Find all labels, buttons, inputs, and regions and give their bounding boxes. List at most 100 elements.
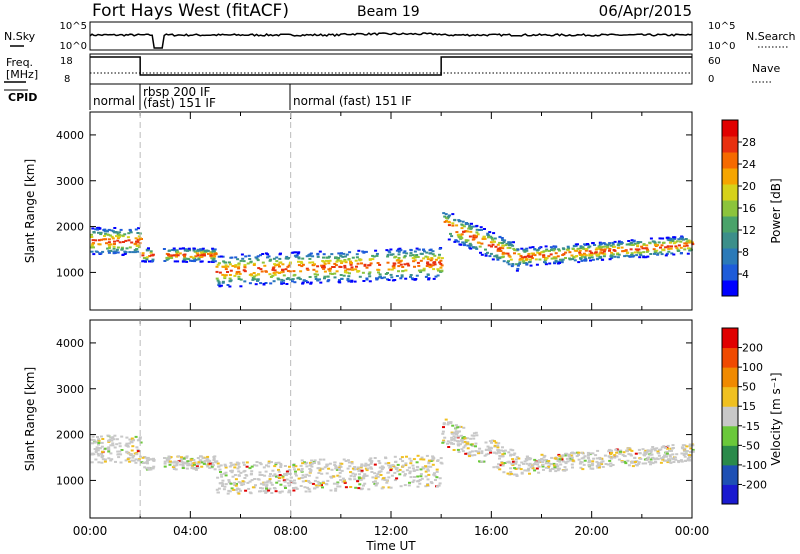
range-cell xyxy=(501,253,505,256)
range-cell xyxy=(197,462,201,465)
range-cell xyxy=(617,242,621,245)
range-cell xyxy=(438,247,442,250)
range-cell xyxy=(441,441,445,444)
range-cell xyxy=(355,256,359,259)
range-cell xyxy=(230,471,234,474)
range-cell xyxy=(360,470,364,473)
range-cell xyxy=(457,425,461,428)
colorbar-segment xyxy=(722,386,738,407)
range-cell xyxy=(680,460,684,463)
range-cell xyxy=(281,263,285,266)
range-cell xyxy=(594,454,598,457)
range-cell xyxy=(616,247,620,249)
range-cell xyxy=(561,247,565,250)
range-cell xyxy=(394,468,398,470)
range-cell xyxy=(460,227,464,230)
beam-label: Beam 19 xyxy=(357,4,420,20)
range-cell xyxy=(668,458,672,461)
range-cell xyxy=(586,451,590,454)
range-cell xyxy=(235,483,238,485)
range-cell xyxy=(553,257,557,260)
range-cell xyxy=(554,470,558,473)
range-cell xyxy=(94,458,98,461)
range-cell xyxy=(541,461,544,464)
range-cell xyxy=(527,464,531,467)
range-cell xyxy=(462,426,466,429)
y-tick-label: 2000 xyxy=(56,429,84,442)
frequency-series xyxy=(90,56,692,76)
range-cell xyxy=(440,264,444,267)
range-cell xyxy=(321,480,325,483)
range-cell xyxy=(426,469,430,472)
range-cell xyxy=(316,480,320,483)
range-cell xyxy=(321,467,325,470)
freq-label-2: [MHz] xyxy=(6,68,38,81)
range-cell xyxy=(442,212,446,215)
range-cell xyxy=(533,458,537,461)
range-cell xyxy=(170,256,174,259)
range-cell xyxy=(338,279,341,282)
range-cell xyxy=(234,488,238,491)
range-cell xyxy=(316,255,320,258)
range-cell xyxy=(400,456,404,459)
range-cell xyxy=(273,273,277,276)
range-cell xyxy=(484,253,488,255)
range-cell xyxy=(595,460,599,463)
range-cell xyxy=(94,250,98,253)
range-cell xyxy=(556,255,560,258)
range-cell xyxy=(332,482,336,485)
range-cell xyxy=(426,468,430,471)
range-cell xyxy=(193,467,197,469)
range-cell xyxy=(224,264,228,267)
range-cell xyxy=(226,265,230,268)
range-cell xyxy=(515,456,519,459)
range-cell xyxy=(285,283,289,285)
range-cell xyxy=(565,454,569,457)
noise-right-tick-top: 10^5 xyxy=(708,21,735,32)
range-cell xyxy=(237,266,241,269)
range-cell xyxy=(201,457,205,460)
range-cell xyxy=(360,487,364,490)
range-cell xyxy=(652,447,656,450)
range-cell xyxy=(460,448,464,451)
range-cell xyxy=(407,264,411,267)
range-cell xyxy=(308,261,312,264)
range-cell xyxy=(97,438,101,441)
range-cell xyxy=(395,477,399,480)
range-cell xyxy=(425,265,429,267)
range-cell xyxy=(278,491,282,494)
range-cell xyxy=(137,227,140,230)
range-cell xyxy=(599,461,603,464)
range-cell xyxy=(336,258,340,261)
range-cell xyxy=(307,474,311,477)
range-cell xyxy=(111,237,115,240)
range-cell xyxy=(138,237,142,240)
range-cell xyxy=(672,458,676,461)
range-cell xyxy=(321,266,324,269)
range-cell xyxy=(380,277,384,280)
range-cell xyxy=(366,464,370,466)
range-cell xyxy=(133,251,137,254)
range-cell xyxy=(308,276,312,278)
range-cell xyxy=(485,448,488,451)
range-cell xyxy=(478,447,482,450)
range-cell xyxy=(450,235,454,238)
range-cell xyxy=(144,461,147,464)
range-cell xyxy=(301,462,305,465)
range-cell xyxy=(217,284,221,286)
range-cell xyxy=(417,248,421,251)
range-cell xyxy=(644,247,648,250)
range-cell xyxy=(137,246,141,249)
range-cell xyxy=(447,446,451,448)
range-cell xyxy=(666,461,670,464)
range-cell xyxy=(623,255,627,258)
range-cell xyxy=(354,473,357,476)
range-cell xyxy=(93,441,97,444)
range-cell xyxy=(229,482,233,485)
range-cell xyxy=(434,275,438,278)
range-cell xyxy=(326,260,330,262)
range-cell xyxy=(237,465,241,468)
range-cell xyxy=(545,248,549,251)
velocity-colorbar-label: Velocity [m s⁻¹] xyxy=(769,372,783,465)
range-cell xyxy=(409,249,413,252)
